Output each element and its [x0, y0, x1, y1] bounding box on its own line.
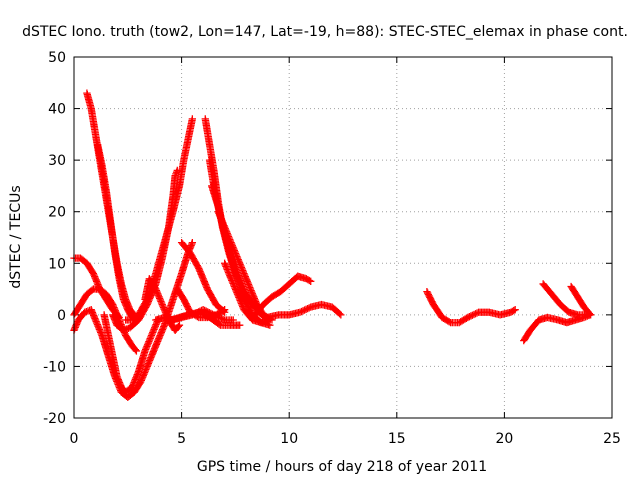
chart-title: dSTEC Iono. truth (tow2, Lon=147, Lat=-1… [22, 24, 628, 40]
data-point [188, 115, 197, 123]
data-point [236, 321, 244, 329]
data-point [88, 286, 96, 294]
series-13 [177, 239, 229, 316]
data-point [586, 311, 595, 319]
data-point [215, 320, 223, 328]
series-17 [214, 208, 276, 324]
data-point [220, 308, 229, 316]
x-axis-label: GPS time / hours of day 218 of year 2011 [197, 459, 487, 475]
series-21 [423, 288, 519, 327]
data-point [188, 239, 197, 247]
series-20 [264, 300, 345, 322]
series-12 [173, 285, 229, 322]
data-point [335, 310, 344, 318]
y-tick-label: 10 [48, 256, 66, 272]
data-point [174, 322, 183, 331]
data-point [307, 277, 315, 285]
plot-frame [73, 56, 613, 419]
y-tick-label: 30 [48, 153, 66, 169]
axis-ticks [73, 56, 613, 419]
y-axis-label: dSTEC / TECUs [8, 185, 24, 288]
data-point [337, 311, 345, 319]
y-tick-labels: -20 -10 0 10 20 30 40 50 [43, 50, 66, 427]
y-tick-label: 40 [48, 102, 66, 118]
series-23 [539, 280, 595, 319]
x-tick-labels: 0 5 10 15 20 25 [70, 431, 621, 447]
series-8 [121, 115, 197, 324]
x-tick-label: 20 [495, 431, 513, 447]
data-point [511, 306, 519, 314]
data-point [229, 316, 237, 324]
y-tick-label: -20 [43, 411, 66, 427]
data-marks [70, 89, 595, 402]
data-point [219, 307, 228, 315]
y-tick-label: 20 [48, 205, 66, 221]
y-tick-label: 50 [48, 50, 66, 66]
data-point [131, 346, 139, 354]
series-6 [100, 311, 162, 396]
series-24 [567, 282, 595, 319]
x-tick-label: 10 [280, 431, 298, 447]
series-18 [220, 259, 274, 327]
data-point [585, 309, 594, 318]
data-point [175, 321, 184, 329]
x-tick-label: 0 [70, 431, 79, 447]
data-point [132, 347, 141, 355]
y-tick-label: 0 [57, 308, 66, 324]
y-tick-label: -10 [43, 359, 66, 375]
x-tick-label: 25 [603, 431, 621, 447]
grid-lines [74, 57, 612, 418]
x-tick-label: 15 [388, 431, 406, 447]
x-tick-label: 5 [177, 431, 186, 447]
series-19 [251, 272, 315, 319]
